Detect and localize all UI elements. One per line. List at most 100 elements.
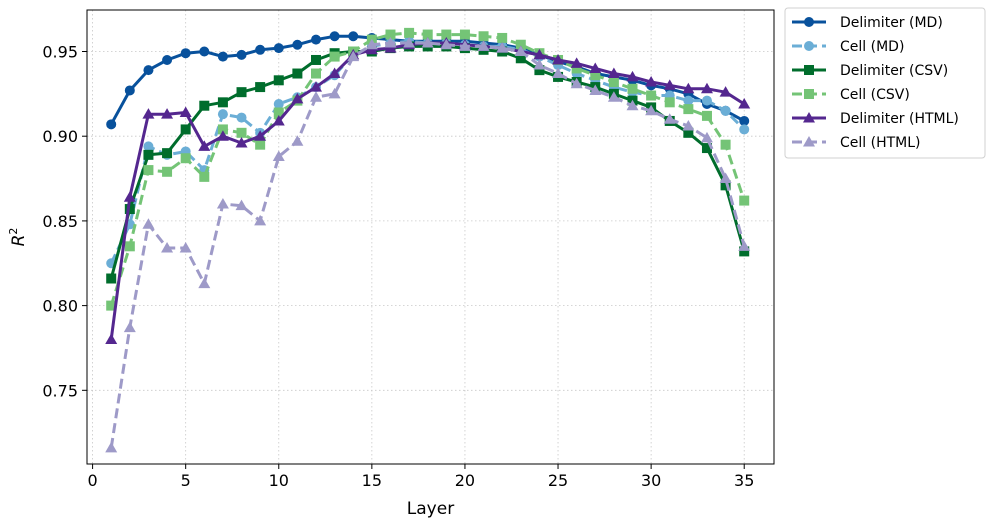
data-point [199, 171, 210, 182]
data-point [198, 140, 211, 151]
legend-label: Cell (MD) [840, 39, 904, 55]
data-point [458, 40, 471, 51]
x-tick-label: 0 [87, 471, 97, 490]
data-point [533, 48, 546, 60]
data-point [701, 110, 712, 121]
y-axis-label: R2 [7, 228, 29, 247]
data-point [217, 97, 228, 108]
data-point [105, 441, 118, 453]
data-point [571, 63, 582, 74]
data-point [478, 31, 489, 42]
data-point [440, 38, 453, 50]
legend-entry: Cell (HTML) [792, 135, 921, 151]
legend-marker [804, 17, 814, 27]
plot-frame [86, 9, 775, 465]
data-point [682, 120, 695, 131]
data-point [123, 321, 136, 333]
data-point [236, 49, 247, 60]
data-point [142, 108, 155, 119]
data-point [720, 139, 731, 150]
data-point [328, 67, 341, 79]
data-point [143, 65, 154, 76]
series-5 [105, 37, 751, 453]
data-point [255, 139, 266, 150]
legend-marker [804, 89, 814, 99]
data-point [608, 76, 619, 87]
data-point [198, 277, 211, 289]
data-point [700, 82, 713, 94]
data-point [590, 70, 601, 81]
data-point [720, 105, 731, 116]
data-point [235, 136, 248, 148]
legend-label: Delimiter (MD) [840, 15, 943, 31]
data-point [254, 130, 267, 141]
data-point [199, 46, 210, 57]
data-point [311, 68, 321, 79]
data-point [106, 300, 117, 311]
x-tick-label: 25 [548, 471, 568, 490]
legend-marker [804, 41, 814, 51]
data-point [179, 242, 192, 253]
data-point [143, 141, 154, 152]
data-point [217, 51, 228, 62]
data-point [179, 106, 192, 117]
data-point [421, 37, 434, 48]
data-point [142, 218, 155, 229]
data-point [180, 153, 191, 164]
legend-entry: Delimiter (MD) [792, 15, 943, 31]
y-axis-label-superscript: 2 [7, 228, 20, 235]
data-point [533, 59, 546, 70]
data-point [645, 104, 658, 116]
data-point [589, 84, 602, 95]
data-point [683, 104, 694, 115]
data-point [607, 67, 620, 79]
data-point [515, 53, 526, 64]
data-point [162, 148, 173, 159]
legend-label: Cell (HTML) [840, 135, 921, 151]
data-point [663, 79, 676, 90]
data-point [570, 57, 583, 68]
data-point [162, 54, 173, 65]
data-point [589, 62, 602, 73]
data-point [216, 130, 229, 141]
data-point [106, 273, 117, 284]
legend-entry: Cell (CSV) [792, 87, 910, 103]
x-tick-label: 35 [734, 471, 754, 490]
data-point [607, 91, 620, 102]
data-point [515, 39, 526, 50]
data-point [143, 149, 154, 160]
series-2 [106, 41, 750, 284]
data-point [291, 92, 304, 104]
data-point [180, 124, 191, 135]
data-point [738, 240, 751, 251]
data-point [514, 45, 527, 57]
x-tick-label: 10 [269, 471, 289, 490]
data-point [235, 199, 248, 211]
data-point [701, 95, 712, 106]
series-1 [106, 36, 750, 269]
y-tick-label: 0.75 [42, 381, 78, 400]
data-point [348, 31, 359, 42]
x-tick-label: 20 [455, 471, 475, 490]
data-point [701, 143, 712, 154]
legend-marker [804, 65, 814, 75]
series-4 [105, 37, 751, 344]
data-point [273, 43, 284, 54]
data-point [738, 98, 751, 109]
data-point [683, 127, 694, 138]
data-point [459, 29, 470, 40]
legend-label: Delimiter (HTML) [840, 111, 959, 127]
data-point [124, 85, 135, 96]
data-point [311, 54, 321, 65]
legend-box [784, 7, 986, 159]
legend-entry: Delimiter (CSV) [792, 63, 948, 79]
legend-label: Delimiter (CSV) [840, 63, 948, 79]
x-tick-label: 30 [641, 471, 661, 490]
data-point [682, 82, 695, 94]
data-point [217, 109, 228, 120]
data-point [477, 40, 490, 51]
series-line [109, 39, 746, 264]
data-point [291, 135, 304, 146]
data-point [700, 131, 713, 143]
legend-marker [803, 112, 815, 123]
